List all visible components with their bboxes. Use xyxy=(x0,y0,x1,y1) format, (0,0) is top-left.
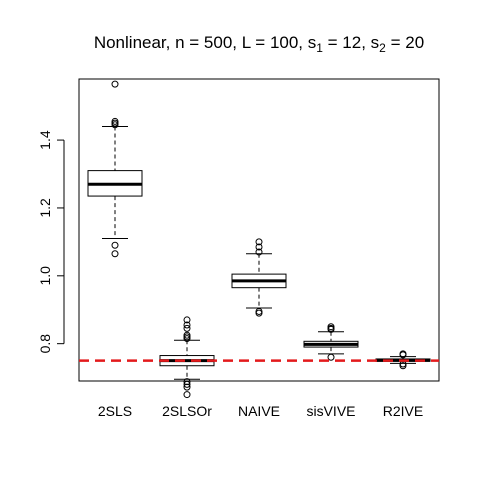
x-tick-label: 2SLSOr xyxy=(162,403,212,419)
outlier-point xyxy=(255,238,263,246)
title-segment: = 12, s xyxy=(323,33,379,52)
outlier-point xyxy=(183,378,191,386)
box-2sls xyxy=(87,80,143,258)
outlier-point xyxy=(255,243,263,251)
y-tick-label: 0.8 xyxy=(37,334,53,354)
outlier-point xyxy=(183,324,191,332)
x-tick-label: NAIVE xyxy=(238,403,280,419)
title-subscript: 1 xyxy=(316,41,323,55)
y-axis: 0.8 1.0 1.2 1.4 xyxy=(37,130,65,354)
x-tick-label: sisVIVE xyxy=(306,403,355,419)
outlier-point xyxy=(183,391,191,399)
x-tick-labels: 2SLS 2SLSOr NAIVE sisVIVE R2IVE xyxy=(98,403,423,419)
y-tick-label: 1.0 xyxy=(37,266,53,286)
outlier-point xyxy=(399,362,407,370)
x-tick-label: 2SLS xyxy=(98,403,132,419)
title-subscript: 2 xyxy=(379,41,386,55)
y-tick-label: 1.2 xyxy=(37,198,53,218)
box-naive xyxy=(231,238,287,317)
chart-title: Nonlinear, n = 500, L = 100, s1 = 12, s2… xyxy=(94,33,424,55)
outlier-point xyxy=(327,325,335,333)
outlier-point xyxy=(183,316,191,324)
box-sisvive xyxy=(303,323,359,361)
outlier-point xyxy=(111,241,119,249)
outlier-point xyxy=(399,351,407,359)
outlier-point xyxy=(183,383,191,391)
outlier-point xyxy=(327,353,335,361)
outlier-point xyxy=(111,80,119,88)
title-segment: Nonlinear, n = 500, L = 100, s xyxy=(94,33,316,52)
title-segment: = 20 xyxy=(386,33,424,52)
box-2slsor xyxy=(159,316,215,399)
outlier-point xyxy=(183,321,191,329)
outlier-point xyxy=(183,335,191,343)
outlier-point xyxy=(111,121,119,129)
y-tick-label: 1.4 xyxy=(37,130,53,150)
plot-frame xyxy=(78,78,440,382)
outlier-point xyxy=(111,250,119,258)
box-layer xyxy=(87,80,431,399)
outlier-point xyxy=(255,248,263,256)
x-tick-label: R2IVE xyxy=(383,403,423,419)
outlier-point xyxy=(255,309,263,317)
